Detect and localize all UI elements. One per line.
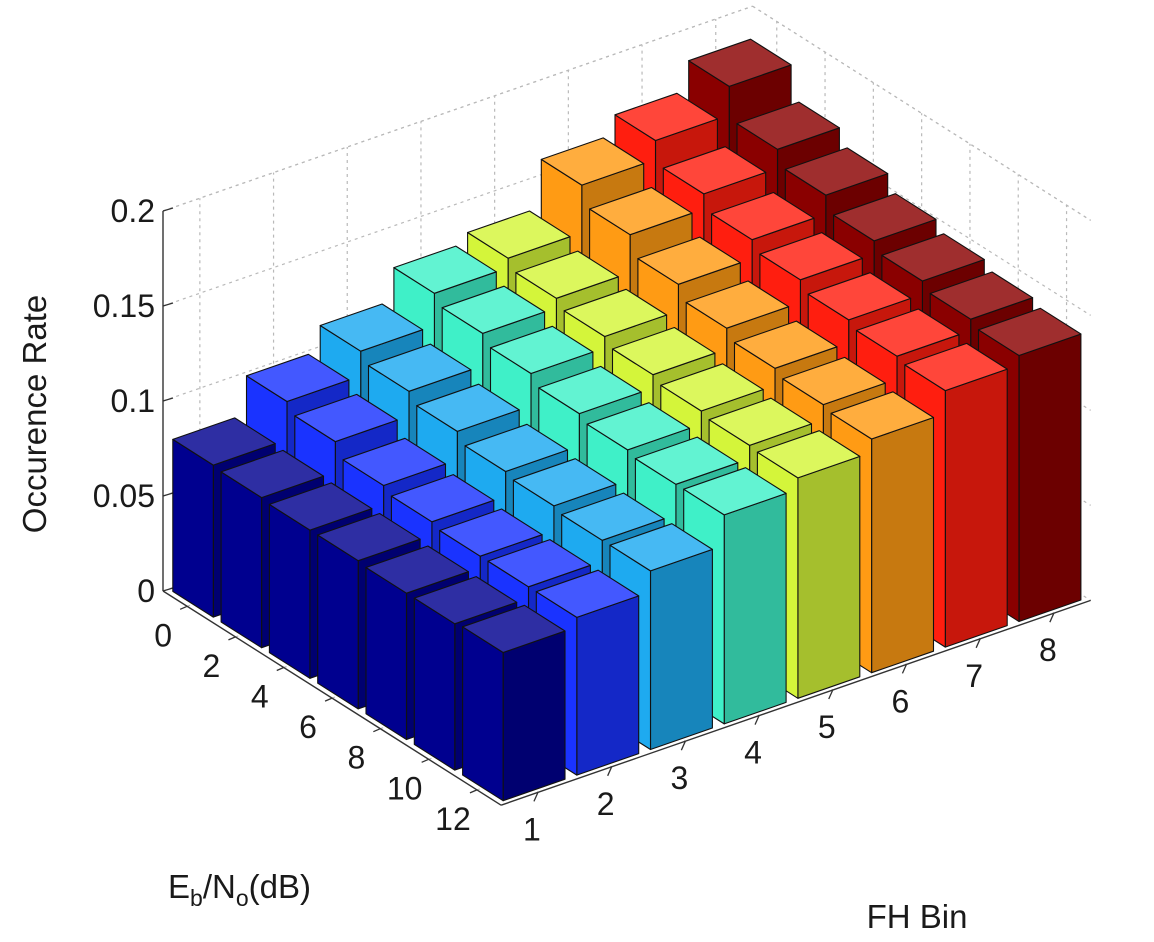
y-tick-mark [828, 689, 834, 700]
x-tick-label: 0 [154, 617, 172, 653]
y-tick-label: 6 [892, 683, 910, 719]
y-tick-label: 5 [818, 709, 836, 745]
z-tick-label: 0.1 [111, 383, 155, 419]
y-axis-label: FH Bin [867, 898, 968, 935]
z-tick-mark [162, 302, 174, 307]
x-tick-mark [469, 789, 478, 794]
z-tick-label: 0 [137, 573, 155, 609]
y-tick-mark [680, 740, 686, 751]
y-tick-label: 3 [670, 760, 688, 796]
z-tick-mark [162, 207, 174, 212]
x-tick-label: 4 [251, 679, 269, 715]
y-tick-mark [533, 792, 539, 802]
z-tick-label: 0.15 [93, 288, 155, 324]
y-tick-label: 7 [965, 658, 983, 694]
y-tick-mark [754, 715, 760, 725]
y-tick-mark [975, 638, 981, 649]
y-tick-mark [607, 766, 613, 777]
y-tick-mark [1049, 612, 1055, 623]
y-tick-label: 2 [597, 786, 615, 822]
x-tick-mark [421, 758, 429, 763]
x-tick-mark [324, 697, 333, 702]
x-tick-label: 2 [203, 648, 221, 684]
x-tick-label: 6 [299, 709, 317, 745]
bars [172, 38, 1082, 802]
x-axis-label: Eb/No(dB) [168, 868, 311, 911]
y-tick-label: 8 [1039, 632, 1057, 668]
y-tick-label: 4 [744, 735, 762, 771]
z-tick-label: 0.2 [111, 193, 155, 229]
z-tick-mark [162, 397, 174, 402]
grid-line [162, 5, 753, 212]
x-tick-label: 8 [347, 740, 365, 776]
x-tick-mark [373, 728, 381, 733]
x-tick-label: 12 [435, 801, 471, 837]
x-tick-mark [228, 636, 236, 641]
z-tick-mark [162, 492, 174, 497]
x-tick-mark [276, 666, 285, 672]
x-tick-label: 10 [387, 770, 423, 806]
z-tick-mark [162, 587, 174, 592]
y-axis-line [500, 599, 1091, 806]
bar [462, 604, 566, 802]
z-tick-label: 0.05 [93, 478, 155, 514]
y-tick-mark [901, 664, 908, 674]
y-tick-label: 1 [523, 811, 541, 847]
axis-lines [162, 207, 1091, 806]
z-axis-label: Occurence Rate [16, 295, 53, 533]
x-tick-mark [179, 605, 188, 610]
